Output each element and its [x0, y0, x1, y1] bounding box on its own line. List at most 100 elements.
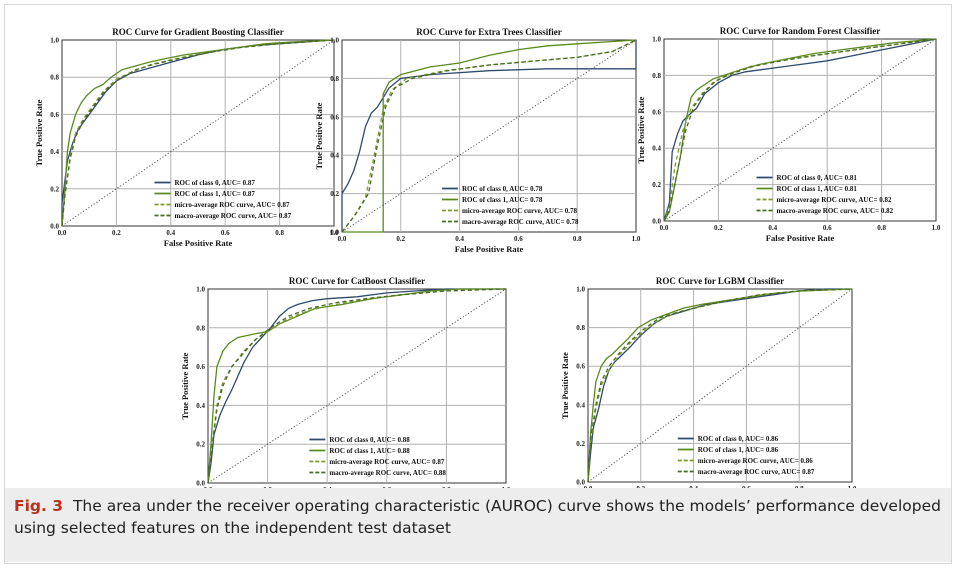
y-tick-label: 0.6: [652, 108, 661, 116]
x-tick-label: 0.8: [877, 224, 886, 232]
roc-series-line: [587, 288, 853, 483]
roc-series-line: [663, 38, 937, 222]
y-axis-label: True Positive Rate: [636, 96, 646, 163]
x-tick-label: 0.8: [573, 235, 582, 243]
x-axis-label: False Positive Rate: [766, 233, 835, 243]
legend-entry: ROC of class 0, AUC= 0.86: [698, 435, 779, 443]
legend-entry: macro-average ROC curve, AUC= 0.82: [776, 207, 893, 215]
roc-series-line: [61, 39, 335, 227]
y-tick-label: 0.6: [576, 363, 585, 371]
x-tick-label: 0.0: [660, 224, 669, 232]
y-tick-label: 0.8: [576, 324, 585, 332]
x-tick-label: 0.4: [689, 485, 698, 488]
y-tick-label: 0.0: [652, 218, 661, 226]
chart-title: ROC Curve for Random Forest Classifier: [720, 26, 880, 36]
y-axis-label: True Positive Rate: [314, 102, 324, 169]
x-tick-label: 1.0: [632, 235, 641, 243]
legend-entry: macro-average ROC curve, AUC= 0.88: [329, 469, 446, 477]
legend-entry: micro-average ROC curve, AUC= 0.86: [698, 457, 814, 465]
legend-entry: ROC of class 1, AUC= 0.81: [776, 185, 857, 193]
x-tick-label: 0.6: [382, 486, 391, 488]
x-tick-label: 0.2: [112, 229, 121, 237]
legend-entry: macro-average ROC curve, AUC= 0.78: [462, 218, 579, 226]
roc-chart-2: 0.00.0 0.2 0.2 0.4 0.4 0.6 0.6 0.8 0.8 1.0 1.0 ROC …: [636, 26, 941, 243]
x-tick-label: 0.8: [442, 486, 451, 488]
roc-chart-4: 0.00.0 0.2 0.2 0.4 0.4 0.6 0.6 0.8 0.8 1.0 1.0 ROC …: [560, 276, 857, 488]
legend-entry: ROC of class 1, AUC= 0.86: [698, 446, 779, 454]
x-tick-label: 0.4: [166, 229, 175, 237]
legend-entry: ROC of class 1, AUC= 0.78: [462, 196, 543, 204]
x-tick-label: 1.0: [848, 485, 857, 488]
caption-background: [5, 488, 951, 562]
y-tick-label: 0.0: [196, 480, 205, 488]
y-tick-label: 1.0: [330, 37, 339, 45]
y-tick-label: 0.8: [652, 72, 661, 80]
roc-series-line: [663, 38, 937, 222]
x-tick-label: 0.0: [338, 235, 347, 243]
x-tick-label: 1.0: [330, 229, 339, 237]
y-tick-label: 0.2: [652, 181, 661, 189]
legend-entry: micro-average ROC curve, AUC= 0.82: [776, 196, 892, 204]
x-tick-label: 0.8: [275, 229, 284, 237]
y-tick-label: 0.2: [50, 185, 59, 193]
x-tick-label: 0.6: [514, 235, 523, 243]
chart-title: ROC Curve for LGBM Classifier: [656, 276, 784, 286]
y-tick-label: 0.0: [50, 223, 59, 231]
x-tick-label: 0.6: [823, 224, 832, 232]
chart-title: ROC Curve for CatBoost Classifier: [289, 276, 425, 286]
legend-entry: macro-average ROC curve, AUC= 0.87: [174, 212, 291, 220]
charts-canvas: 0.00.00.20.20.40.40.60.60.80.81.01.0ROC …: [34, 26, 941, 488]
legend-entry: micro-average ROC curve, AUC= 0.78: [462, 207, 578, 215]
x-tick-label: 0.2: [263, 486, 272, 488]
legend-entry: micro-average ROC curve, AUC= 0.87: [329, 458, 445, 466]
y-tick-label: 1.0: [196, 286, 205, 294]
legend-entry: ROC of class 0, AUC= 0.81: [776, 174, 857, 182]
y-tick-label: 0.8: [50, 74, 59, 82]
legend-entry: micro-average ROC curve, AUC= 0.87: [174, 201, 290, 209]
x-axis-label: False Positive Rate: [455, 244, 524, 254]
caption-text: The area under the receiver operating ch…: [14, 497, 941, 537]
y-tick-label: 0.6: [330, 113, 339, 121]
y-tick-label: 1.0: [652, 36, 661, 44]
plot-area: [207, 288, 507, 484]
x-tick-label: 0.6: [742, 485, 751, 488]
y-tick-label: 0.6: [50, 111, 59, 119]
y-tick-label: 0.6: [196, 363, 205, 371]
x-tick-label: 0.4: [323, 486, 332, 488]
chance-diagonal-line: [587, 288, 853, 483]
x-tick-label: 0.4: [768, 224, 777, 232]
y-tick-label: 0.4: [652, 145, 661, 153]
chart-title: ROC Curve for Extra Trees Classifier: [416, 27, 562, 37]
y-tick-label: 0.4: [576, 401, 585, 409]
y-tick-label: 0.0: [576, 479, 585, 487]
chance-diagonal-line: [663, 38, 937, 222]
roc-series-line: [61, 39, 335, 227]
x-tick-label: 0.2: [714, 224, 723, 232]
roc-series-line: [341, 39, 637, 233]
y-axis-label: True Positive Rate: [34, 99, 44, 166]
plot-area: [61, 39, 335, 227]
x-tick-label: 0.0: [204, 486, 213, 488]
y-tick-label: 0.2: [330, 190, 339, 198]
chance-diagonal-line: [341, 39, 637, 233]
x-tick-label: 0.8: [795, 485, 804, 488]
roc-series-line: [341, 39, 637, 233]
roc-chart-1: 0.00.0 0.2 0.2 0.4 0.4 0.6 0.6 0.8 0.8 1.0 1.0 ROC …: [314, 27, 641, 254]
y-axis-label: True Positive Rate: [180, 352, 190, 419]
legend-entry: ROC of class 0, AUC= 0.78: [462, 185, 543, 193]
roc-series-line: [207, 288, 507, 484]
x-tick-label: 0.2: [396, 235, 405, 243]
legend-entry: ROC of class 1, AUC= 0.87: [174, 190, 255, 198]
y-tick-label: 0.4: [330, 152, 339, 160]
x-axis-label: False Positive Rate: [164, 238, 233, 248]
roc-chart-0: 0.00.00.20.20.40.40.60.60.80.81.01.0ROC …: [34, 27, 339, 248]
chance-diagonal-line: [61, 39, 335, 227]
y-tick-label: 1.0: [50, 37, 59, 45]
y-tick-label: 0.4: [50, 148, 59, 156]
roc-series-line: [587, 288, 852, 483]
legend-entry: ROC of class 1, AUC= 0.88: [329, 447, 410, 455]
roc-chart-3: 0.00.0 0.2 0.2 0.4 0.4 0.6 0.6 0.8 0.8 1.0 1.0 ROC …: [180, 276, 511, 488]
chart-title: ROC Curve for Gradient Boosting Classifi…: [112, 27, 284, 37]
y-tick-label: 0.4: [196, 402, 205, 410]
